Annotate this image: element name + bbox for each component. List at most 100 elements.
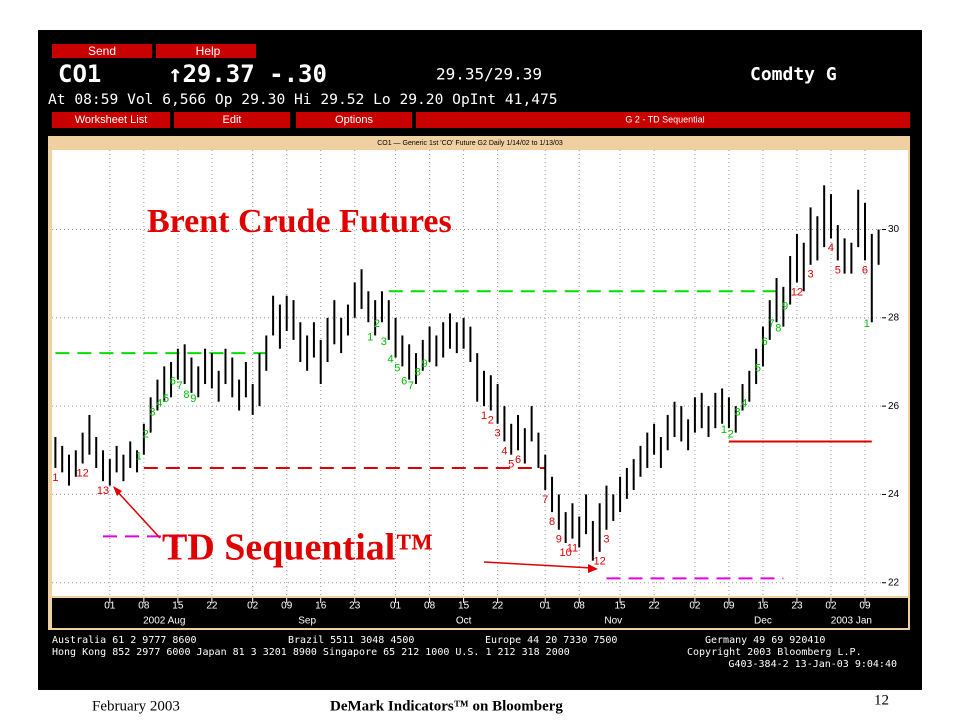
screen-name: G 2 - TD Sequential: [625, 114, 704, 124]
ticker: CO1: [58, 60, 101, 88]
td-count: 1: [481, 410, 487, 422]
td-count: 5: [508, 459, 514, 471]
x-tick-label: 22: [492, 601, 504, 612]
x-axis-area: [52, 598, 908, 628]
y-tick-label: 28: [888, 312, 900, 323]
td-count: 5: [835, 264, 841, 276]
td-count: 1: [721, 424, 727, 436]
button-label[interactable]: Send: [88, 44, 116, 58]
menu-label[interactable]: Edit: [223, 114, 242, 126]
y-tick-label: 30: [888, 224, 900, 235]
td-count: 1: [367, 331, 373, 343]
td-count: 3: [495, 428, 501, 440]
screen-bar: [416, 112, 910, 128]
x-tick-label: 16: [315, 601, 327, 612]
copyright: Copyright 2003 Bloomberg L.P.: [687, 647, 862, 658]
help-button[interactable]: [156, 44, 256, 58]
td-count: 7: [768, 318, 774, 330]
td-count: 5: [394, 362, 400, 374]
menu-label[interactable]: Worksheet List: [75, 114, 148, 126]
x-tick-label: 22: [206, 601, 218, 612]
x-tick-label: 15: [615, 601, 627, 612]
slide-footer: DeMark Indicators™ on Bloomberg: [330, 698, 563, 714]
td-count: 12: [76, 467, 88, 479]
page-number: 12: [874, 692, 889, 708]
td-count: 1: [864, 318, 870, 330]
x-tick-label: 01: [390, 601, 402, 612]
td-count: 5: [755, 362, 761, 374]
td-count: 8: [549, 516, 555, 528]
td-count: 6: [762, 336, 768, 348]
td-count: 5: [163, 393, 169, 405]
x-tick-label: 15: [458, 601, 470, 612]
menu-button[interactable]: [174, 112, 290, 128]
x-tick-label: 09: [859, 601, 871, 612]
x-tick-label: 15: [172, 601, 184, 612]
menu-button[interactable]: [296, 112, 412, 128]
contact: Europe 44 20 7330 7500: [485, 635, 617, 646]
td-count: 4: [156, 398, 162, 410]
bid-ask: 29.35/29.39: [436, 65, 542, 84]
td-count: 3: [381, 336, 387, 348]
td-count: 9: [556, 534, 562, 546]
annotation-arrow: [483, 561, 593, 569]
arrowhead: [113, 486, 122, 496]
td-count: 6: [170, 376, 176, 388]
td-count: 4: [501, 445, 507, 457]
td-count: 6: [862, 264, 868, 276]
x-tick-label: 02: [825, 601, 837, 612]
contact: Hong Kong 852 2977 6000 Japan 81 3 3201 …: [52, 647, 570, 658]
x-month-label: 2002 Aug: [143, 616, 185, 627]
chart-caption: CO1 — Generic 1st 'CO' Future G2 Daily 1…: [377, 140, 563, 147]
td-count: 4: [828, 242, 834, 254]
x-tick-label: 01: [540, 601, 552, 612]
td-count: 2: [488, 414, 494, 426]
td-count: 10: [560, 547, 572, 559]
td-count: 8: [415, 367, 421, 379]
td-count: 12: [594, 556, 606, 568]
x-month-label: Oct: [456, 616, 472, 627]
contact: Brazil 5511 3048 4500: [288, 635, 414, 646]
last-price: ↑29.37 -.30: [168, 60, 327, 88]
td-count: 9: [782, 300, 788, 312]
td-count: 13: [97, 485, 109, 497]
td-count: 9: [422, 358, 428, 370]
td-count: 3: [808, 269, 814, 281]
x-tick-label: 22: [649, 601, 661, 612]
x-month-label: Dec: [754, 616, 772, 627]
send-button[interactable]: [52, 44, 152, 58]
x-tick-label: 23: [791, 601, 803, 612]
menu-label[interactable]: Options: [335, 114, 373, 126]
x-tick-label: 02: [689, 601, 701, 612]
x-tick-label: 08: [574, 601, 586, 612]
x-month-label: Sep: [298, 616, 316, 627]
slide-title: Brent Crude Futures: [147, 203, 452, 240]
td-count: 1: [52, 472, 58, 484]
y-tick-label: 26: [888, 401, 900, 412]
x-tick-label: 01: [104, 601, 116, 612]
td-count: 2: [374, 318, 380, 330]
td-count: 6: [401, 376, 407, 388]
td-count: 11: [567, 543, 578, 555]
td-count: 9: [190, 393, 196, 405]
x-tick-label: 02: [247, 601, 259, 612]
contact: Australia 61 2 9777 8600: [52, 635, 197, 646]
x-month-label: 2003 Jan: [831, 616, 872, 627]
td-count: 1: [136, 451, 142, 463]
td-count: 8: [775, 323, 781, 335]
td-count: 3: [603, 534, 609, 546]
x-tick-label: 09: [281, 601, 293, 612]
td-count: 3: [149, 406, 155, 418]
y-tick-label: 22: [888, 577, 900, 588]
button-label[interactable]: Help: [196, 44, 221, 58]
td-count: 12: [791, 286, 803, 298]
td-count: 4: [741, 398, 747, 410]
x-tick-label: 23: [349, 601, 361, 612]
menu-button[interactable]: [52, 112, 170, 128]
td-count: 3: [734, 406, 740, 418]
y-axis-area: [882, 150, 908, 596]
td-count: 2: [728, 429, 734, 441]
annotation-arrow: [114, 488, 161, 539]
